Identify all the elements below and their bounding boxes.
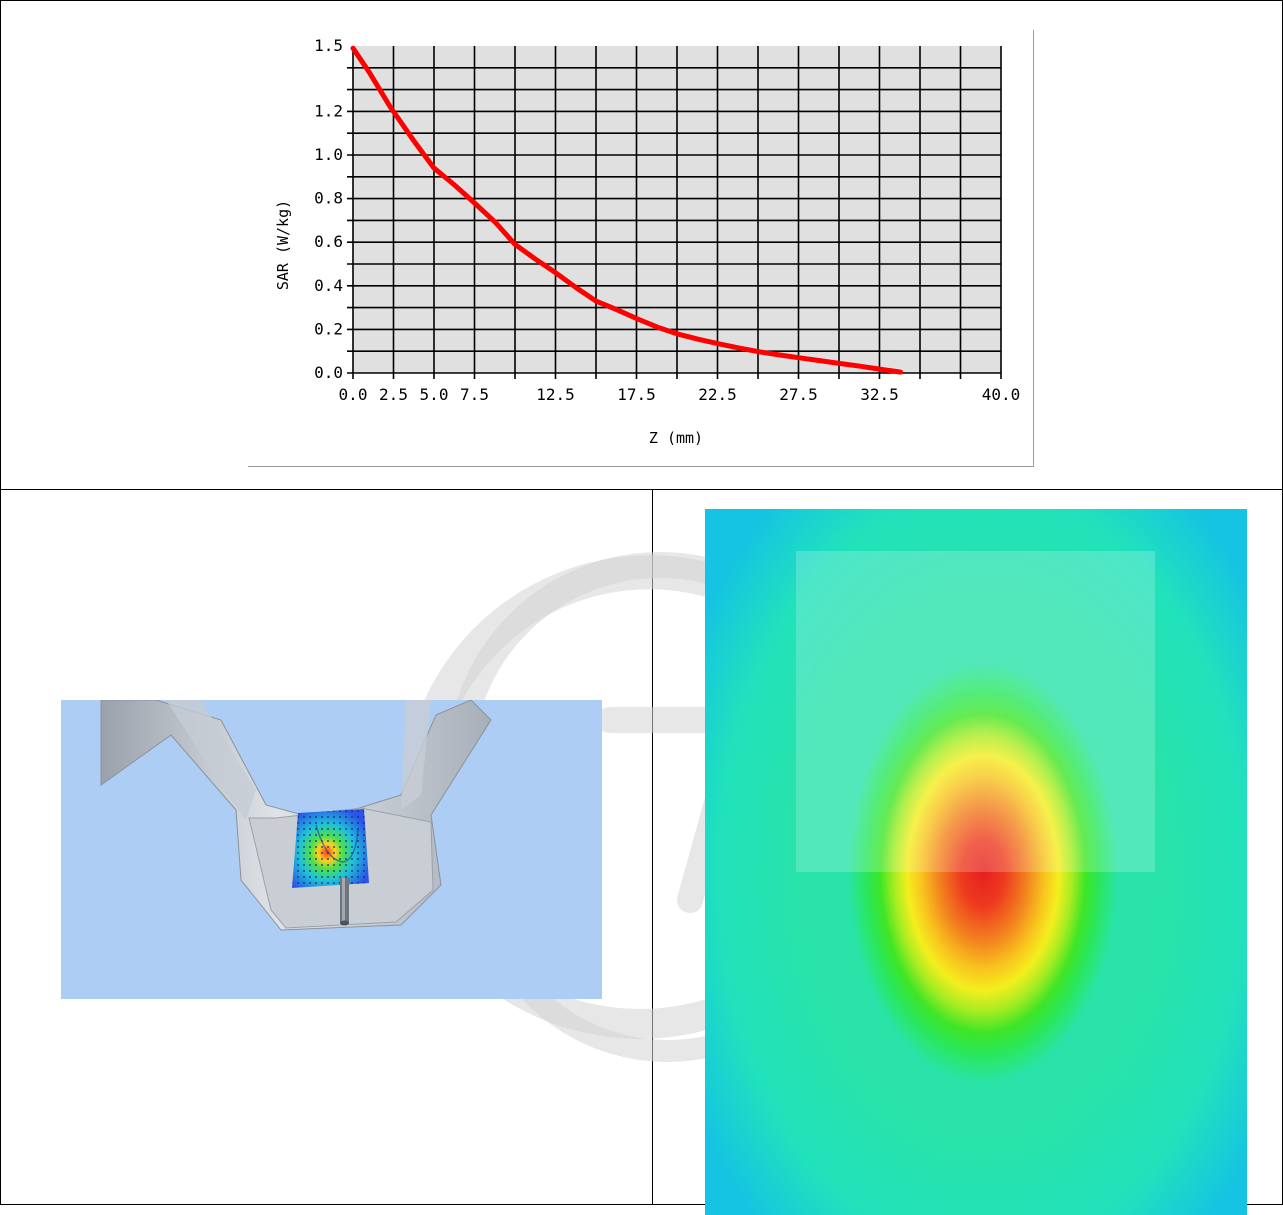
y-tick-label: 0.4: [314, 276, 343, 295]
sar-curve: [350, 45, 904, 375]
sar-z-scan-chart: 0.0 0.2 0.4 0.6 0.8 1.0 1.2 1.5 0.0 2.5 5.0 7.5 12.5…: [248, 30, 1034, 467]
x-tick-label: 7.5: [460, 385, 489, 404]
y-tick-label: 0.8: [314, 189, 343, 208]
sar-distribution-heatmap: [705, 509, 1247, 1215]
y-tick-label: 0.6: [314, 232, 343, 251]
phantom-illustration: [100, 700, 492, 931]
x-tick-label: 27.5: [779, 385, 818, 404]
x-tick-label: 0.0: [339, 385, 368, 404]
y-axis-title: SAR (W/kg): [274, 200, 292, 290]
x-tick-label: 5.0: [420, 385, 449, 404]
x-tick-label: 22.5: [698, 385, 737, 404]
table-column-divider: [652, 489, 653, 1205]
heatmap-outer-field: [705, 509, 1247, 1215]
x-tick-label: 2.5: [379, 385, 408, 404]
x-tick-label: 17.5: [617, 385, 656, 404]
measurement-setup-3d-view: [61, 700, 602, 999]
x-axis-title: Z (mm): [649, 429, 703, 447]
chart-svg: 0.0 0.2 0.4 0.6 0.8 1.0 1.2 1.5 0.0 2.5 5.0 7.5 12.5…: [274, 36, 1021, 447]
y-tick-label: 1.2: [314, 101, 343, 120]
x-tick-label: 12.5: [536, 385, 575, 404]
heatmap-scan-region-overlay: [796, 551, 1155, 872]
x-tick-label: 40.0: [982, 385, 1021, 404]
x-tick-label: 32.5: [860, 385, 899, 404]
y-tick-label: 1.5: [314, 36, 343, 55]
y-tick-label: 0.2: [314, 319, 343, 338]
y-tick-label: 1.0: [314, 145, 343, 164]
y-tick-label: 0.0: [314, 363, 343, 382]
table-row-divider: [0, 489, 1283, 490]
